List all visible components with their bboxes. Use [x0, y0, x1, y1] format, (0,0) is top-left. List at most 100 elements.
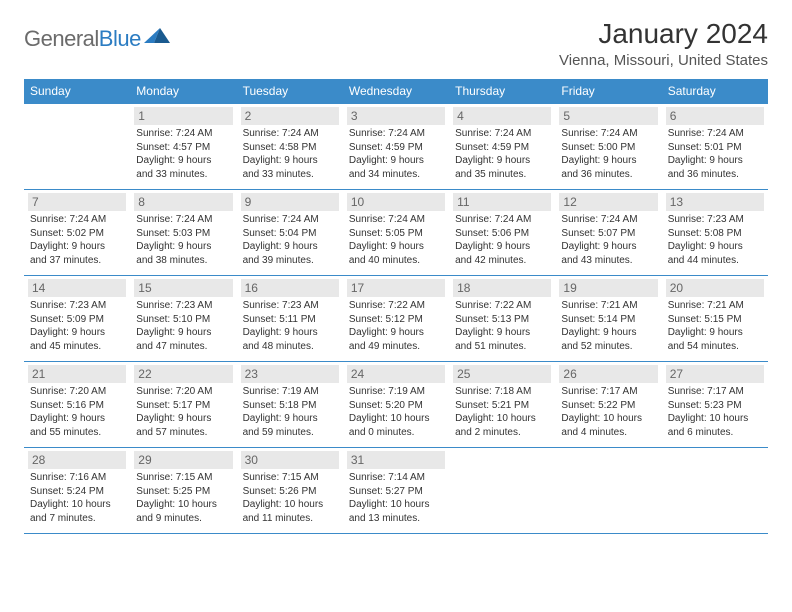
day-header-friday: Friday [555, 79, 661, 104]
location-text: Vienna, Missouri, United States [559, 52, 768, 69]
brand-name-1: General [24, 26, 99, 52]
day-cell: 10Sunrise: 7:24 AMSunset: 5:05 PMDayligh… [343, 190, 449, 276]
day-cell: 3Sunrise: 7:24 AMSunset: 4:59 PMDaylight… [343, 104, 449, 190]
day-number: 1 [134, 107, 232, 125]
day-cell: 13 Sunrise: 7:23 AMSunset: 5:08 PMDayligh… [662, 190, 768, 276]
empty-cell [555, 448, 661, 534]
day-cell: 11 Sunrise: 7:24 AMSunset: 5:06 PMDayligh… [449, 190, 555, 276]
day-cell: 28 Sunrise: 7:16 AMSunset: 5:24 PMDayligh… [24, 448, 130, 534]
day-info: Sunrise: 7:24 AMSunset: 4:59 PMDaylight:… [347, 127, 445, 181]
day-info: Sunrise: 7:17 AMSunset: 5:22 PMDaylight:… [559, 385, 657, 439]
day-cell: 4 Sunrise: 7:24 AMSunset: 4:59 PMDaylight… [449, 104, 555, 190]
day-header-monday: Monday [130, 79, 236, 104]
day-info: Sunrise: 7:24 AMSunset: 5:06 PMDaylight:… [453, 213, 551, 267]
day-info: Sunrise: 7:17 AMSunset: 5:23 PMDaylight:… [666, 385, 764, 439]
day-info: Sunrise: 7:24 AMSunset: 5:03 PMDaylight:… [134, 213, 232, 267]
day-number: 6 [666, 107, 764, 125]
day-info: Sunrise: 7:24 AMSunset: 5:00 PMDaylight:… [559, 127, 657, 181]
day-cell: 18Sunrise: 7:22 AMSunset: 5:13 PMDayligh… [449, 276, 555, 362]
day-info: Sunrise: 7:22 AMSunset: 5:13 PMDaylight:… [453, 299, 551, 353]
day-cell: 8Sunrise: 7:24 AMSunset: 5:03 PMDaylight… [130, 190, 236, 276]
day-header-sunday: Sunday [24, 79, 130, 104]
day-cell: 5 Sunrise: 7:24 AMSunset: 5:00 PMDaylight… [555, 104, 661, 190]
day-info: Sunrise: 7:15 AMSunset: 5:25 PMDaylight:… [134, 471, 232, 525]
day-header-wednesday: Wednesday [343, 79, 449, 104]
day-number: 30 [241, 451, 339, 469]
day-number: 9 [241, 193, 339, 211]
day-number: 5 [559, 107, 657, 125]
day-number: 11 [453, 193, 551, 211]
day-info: Sunrise: 7:23 AMSunset: 5:08 PMDaylight:… [666, 213, 764, 267]
day-info: Sunrise: 7:19 AMSunset: 5:18 PMDaylight:… [241, 385, 339, 439]
day-number: 2 [241, 107, 339, 125]
day-number: 12 [559, 193, 657, 211]
day-cell: 25Sunrise: 7:18 AMSunset: 5:21 PMDayligh… [449, 362, 555, 448]
day-number: 17 [347, 279, 445, 297]
day-info: Sunrise: 7:24 AMSunset: 4:58 PMDaylight:… [241, 127, 339, 181]
day-number: 7 [28, 193, 126, 211]
day-cell: 30Sunrise: 7:15 AMSunset: 5:26 PMDayligh… [237, 448, 343, 534]
day-cell: 7 Sunrise: 7:24 AMSunset: 5:02 PMDaylight… [24, 190, 130, 276]
day-info: Sunrise: 7:24 AMSunset: 5:04 PMDaylight:… [241, 213, 339, 267]
day-info: Sunrise: 7:24 AMSunset: 4:59 PMDaylight:… [453, 127, 551, 181]
day-cell: 15Sunrise: 7:23 AMSunset: 5:10 PMDayligh… [130, 276, 236, 362]
day-info: Sunrise: 7:21 AMSunset: 5:14 PMDaylight:… [559, 299, 657, 353]
day-cell: 23 Sunrise: 7:19 AMSunset: 5:18 PMDayligh… [237, 362, 343, 448]
brand-name-2: Blue [99, 26, 141, 52]
day-info: Sunrise: 7:24 AMSunset: 5:01 PMDaylight:… [666, 127, 764, 181]
empty-cell [662, 448, 768, 534]
day-cell: 29 Sunrise: 7:15 AMSunset: 5:25 PMDayligh… [130, 448, 236, 534]
day-cell: 1Sunrise: 7:24 AMSunset: 4:57 PMDaylight… [130, 104, 236, 190]
day-number: 28 [28, 451, 126, 469]
day-number: 29 [134, 451, 232, 469]
day-cell: 9 Sunrise: 7:24 AMSunset: 5:04 PMDaylight… [237, 190, 343, 276]
day-number: 23 [241, 365, 339, 383]
day-info: Sunrise: 7:24 AMSunset: 5:02 PMDaylight:… [28, 213, 126, 267]
day-cell: 20 Sunrise: 7:21 AMSunset: 5:15 PMDayligh… [662, 276, 768, 362]
day-info: Sunrise: 7:23 AMSunset: 5:11 PMDaylight:… [241, 299, 339, 353]
day-info: Sunrise: 7:22 AMSunset: 5:12 PMDaylight:… [347, 299, 445, 353]
month-title: January 2024 [559, 18, 768, 50]
day-number: 4 [453, 107, 551, 125]
week-row: 1Sunrise: 7:24 AMSunset: 4:57 PMDaylight… [24, 104, 768, 190]
day-info: Sunrise: 7:20 AMSunset: 5:16 PMDaylight:… [28, 385, 126, 439]
day-info: Sunrise: 7:24 AMSunset: 5:05 PMDaylight:… [347, 213, 445, 267]
day-cell: 31Sunrise: 7:14 AMSunset: 5:27 PMDayligh… [343, 448, 449, 534]
day-number: 25 [453, 365, 551, 383]
day-header-row: SundayMondayTuesdayWednesdayThursdayFrid… [24, 79, 768, 104]
week-row: 14Sunrise: 7:23 AMSunset: 5:09 PMDayligh… [24, 276, 768, 362]
week-row: 28 Sunrise: 7:16 AMSunset: 5:24 PMDayligh… [24, 448, 768, 534]
day-cell: 27 Sunrise: 7:17 AMSunset: 5:23 PMDayligh… [662, 362, 768, 448]
day-info: Sunrise: 7:21 AMSunset: 5:15 PMDaylight:… [666, 299, 764, 353]
day-number: 31 [347, 451, 445, 469]
day-number: 15 [134, 279, 232, 297]
day-number: 24 [347, 365, 445, 383]
day-cell: 24 Sunrise: 7:19 AMSunset: 5:20 PMDayligh… [343, 362, 449, 448]
day-number: 14 [28, 279, 126, 297]
day-number: 19 [559, 279, 657, 297]
day-cell: 12Sunrise: 7:24 AMSunset: 5:07 PMDayligh… [555, 190, 661, 276]
day-number: 20 [666, 279, 764, 297]
day-header-saturday: Saturday [662, 79, 768, 104]
day-cell: 22Sunrise: 7:20 AMSunset: 5:17 PMDayligh… [130, 362, 236, 448]
day-cell: 26 Sunrise: 7:17 AMSunset: 5:22 PMDayligh… [555, 362, 661, 448]
day-info: Sunrise: 7:16 AMSunset: 5:24 PMDaylight:… [28, 471, 126, 525]
flag-icon [144, 28, 170, 51]
day-cell: 14Sunrise: 7:23 AMSunset: 5:09 PMDayligh… [24, 276, 130, 362]
page-header: GeneralBlue January 2024 Vienna, Missour… [24, 18, 768, 69]
day-cell: 17 Sunrise: 7:22 AMSunset: 5:12 PMDayligh… [343, 276, 449, 362]
day-cell: 19 Sunrise: 7:21 AMSunset: 5:14 PMDayligh… [555, 276, 661, 362]
brand-logo: GeneralBlue [24, 18, 170, 52]
day-number: 13 [666, 193, 764, 211]
day-header-tuesday: Tuesday [237, 79, 343, 104]
day-info: Sunrise: 7:20 AMSunset: 5:17 PMDaylight:… [134, 385, 232, 439]
day-cell: 21Sunrise: 7:20 AMSunset: 5:16 PMDayligh… [24, 362, 130, 448]
day-cell: 16 Sunrise: 7:23 AMSunset: 5:11 PMDayligh… [237, 276, 343, 362]
day-number: 27 [666, 365, 764, 383]
day-number: 26 [559, 365, 657, 383]
week-row: 7 Sunrise: 7:24 AMSunset: 5:02 PMDaylight… [24, 190, 768, 276]
day-info: Sunrise: 7:19 AMSunset: 5:20 PMDaylight:… [347, 385, 445, 439]
day-number: 16 [241, 279, 339, 297]
calendar-table: SundayMondayTuesdayWednesdayThursdayFrid… [24, 79, 768, 534]
day-cell: 6 Sunrise: 7:24 AMSunset: 5:01 PMDaylight… [662, 104, 768, 190]
